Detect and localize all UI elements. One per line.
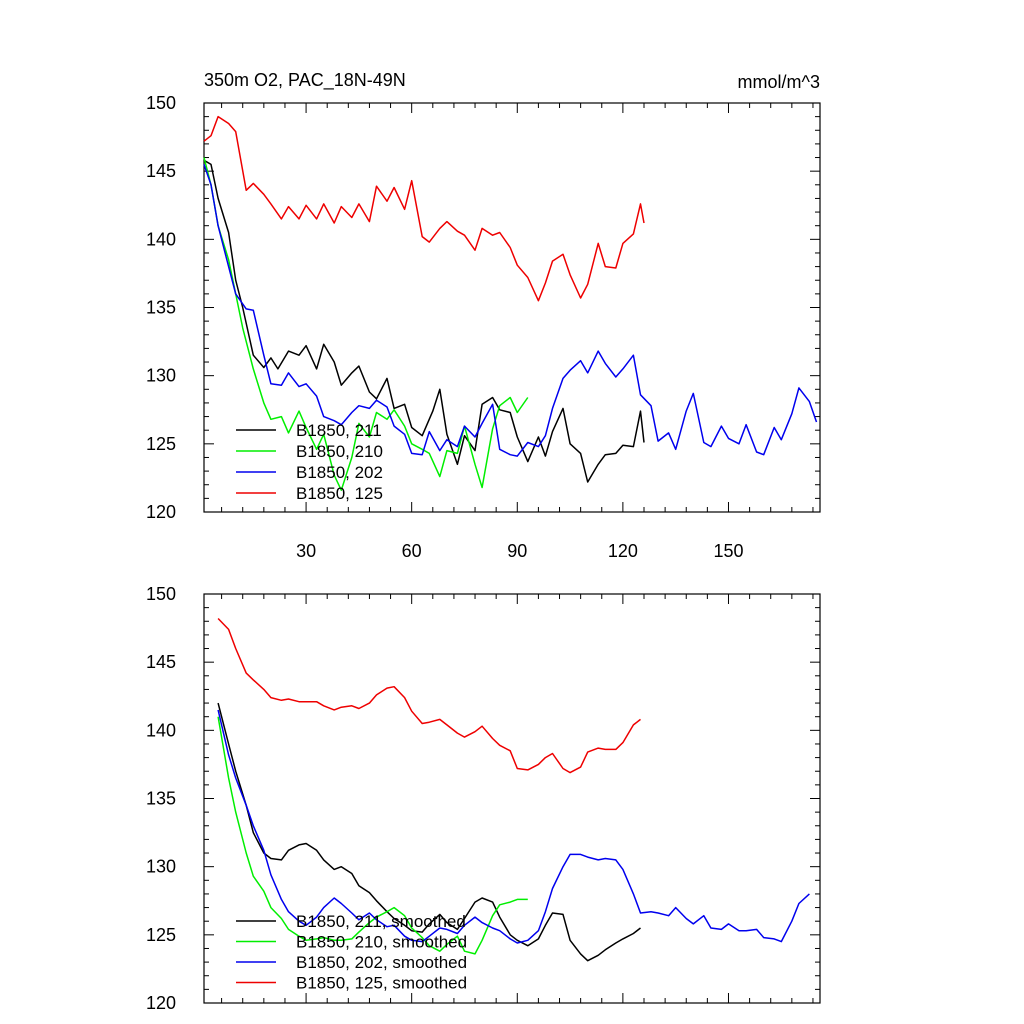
y-tick-label: 150 bbox=[146, 93, 176, 113]
y-tick-label: 130 bbox=[146, 857, 176, 877]
bottom-legend: B1850, 211, smoothed B1850, 210, smoothed… bbox=[236, 912, 467, 993]
y-tick-label: 125 bbox=[146, 925, 176, 945]
y-tick-label: 130 bbox=[146, 366, 176, 386]
legend-label: B1850, 202, smoothed bbox=[296, 953, 467, 972]
series-line-b1850-211 bbox=[203, 159, 645, 483]
y-tick-label: 140 bbox=[146, 229, 176, 249]
x-tick-label: 60 bbox=[402, 541, 422, 561]
bottom-panel: 120 125 130 135 140 145 150 B1850, 211, smooth… bbox=[146, 584, 821, 1013]
y-tick-label: 145 bbox=[146, 652, 176, 672]
y-tick-label: 145 bbox=[146, 161, 176, 181]
x-tick-label: 120 bbox=[608, 541, 638, 561]
legend-label: B1850, 211 bbox=[296, 421, 382, 440]
top-ticks: 120 125 130 135 140 145 150 30 60 90 120 150 bbox=[146, 93, 820, 561]
x-tick-label: 90 bbox=[507, 541, 527, 561]
legend-label: B1850, 210 bbox=[296, 442, 383, 461]
legend-label: B1850, 125, smoothed bbox=[296, 974, 467, 993]
bottom-ticks: 120 125 130 135 140 145 150 bbox=[146, 584, 820, 1013]
y-tick-label: 135 bbox=[146, 298, 176, 318]
y-tick-label: 135 bbox=[146, 789, 176, 809]
y-tick-label: 120 bbox=[146, 502, 176, 522]
y-tick-label: 140 bbox=[146, 720, 176, 740]
series-line-b1850-202 bbox=[203, 164, 818, 457]
y-tick-label: 120 bbox=[146, 993, 176, 1013]
series-line-b1850-210-smoothed bbox=[217, 716, 528, 955]
legend-label: B1850, 202 bbox=[296, 463, 383, 482]
series-line-b1850-125 bbox=[203, 115, 645, 302]
y-tick-label: 150 bbox=[146, 584, 176, 604]
series-line-b1850-210 bbox=[203, 157, 529, 491]
legend-label: B1850, 210, smoothed bbox=[296, 933, 467, 952]
x-tick-label: 30 bbox=[296, 541, 316, 561]
series-line-b1850-125-smoothed bbox=[217, 617, 641, 774]
series-line-b1850-211-smoothed bbox=[217, 702, 641, 962]
top-series-lines bbox=[203, 115, 818, 491]
bottom-series-lines bbox=[217, 617, 810, 962]
top-panel: 350m O2, PAC_18N-49N mmol/m^3 1201251301… bbox=[146, 70, 821, 561]
units-label: mmol/m^3 bbox=[738, 72, 820, 92]
chart-title: 350m O2, PAC_18N-49N bbox=[204, 70, 406, 91]
series-line-b1850-202-smoothed bbox=[217, 709, 810, 944]
legend-label: B1850, 211, smoothed bbox=[296, 912, 466, 931]
legend-label: B1850, 125 bbox=[296, 484, 383, 503]
top-legend: B1850, 211 B1850, 210 B1850, 202 B1850, 125 bbox=[236, 421, 383, 503]
x-tick-label: 150 bbox=[713, 541, 743, 561]
y-tick-label: 125 bbox=[146, 434, 176, 454]
